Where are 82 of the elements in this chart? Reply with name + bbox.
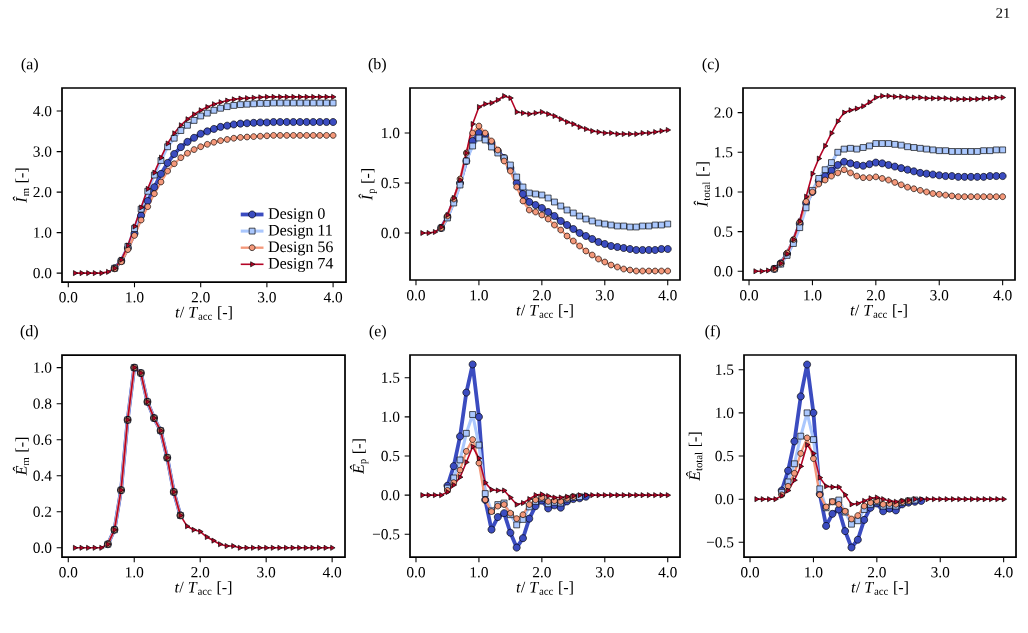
y-tick-label: 0.0	[381, 489, 400, 501]
x-tick-label: 2.0	[867, 567, 886, 578]
y-tick-label: 0.5	[381, 177, 400, 189]
x-tick-label: 3.0	[931, 567, 950, 578]
x-tick-label: 3.0	[595, 567, 614, 578]
y-tick-label: 0.0	[33, 267, 52, 279]
y-axis-title: Î$_{p}$ [-]	[358, 169, 377, 201]
x-axis-title: t/ T$_{acc}$ [-]	[175, 306, 232, 320]
y-tick-label: 0.5	[715, 450, 734, 462]
y-tick-label: 1.0	[34, 362, 52, 373]
y-tick-label: 0.2	[33, 506, 52, 517]
y-tick-label: 0.4	[33, 470, 52, 481]
y-axis-title: Ê$_{total}$ [-]	[686, 432, 703, 481]
x-tick-label: 3.0	[257, 567, 276, 578]
y-axis-title: Î$_{total}$ [-]	[693, 162, 710, 208]
y-tick-label: 1.0	[382, 411, 400, 423]
x-tick-label: 0.0	[59, 292, 78, 303]
y-tick-label: 1.0	[715, 186, 733, 198]
x-tick-label: 4.0	[658, 290, 677, 301]
x-tick-label: 2.0	[191, 292, 210, 303]
x-tick-label: 3.0	[258, 292, 276, 303]
x-tick-label: 1.0	[805, 567, 823, 578]
x-tick-label: 4.0	[994, 567, 1013, 578]
chart-title: (f)	[705, 324, 720, 340]
chart-title: (e)	[369, 325, 386, 340]
x-tick-label: 2.0	[191, 567, 210, 578]
chart-title: (a)	[21, 58, 38, 73]
x-axis-title: t/ T$_{acc}$ [-]	[516, 304, 573, 318]
y-tick-label: 1.0	[382, 127, 400, 139]
x-axis-title: t/ T$_{acc}$ [-]	[516, 581, 573, 595]
y-tick-label: −0.5	[706, 537, 734, 548]
legend-label: Design 0	[268, 208, 325, 223]
x-axis-title: t/ T$_{acc}$ [-]	[175, 581, 232, 595]
text: 21	[996, 8, 1010, 18]
x-tick-label: 0.0	[406, 290, 425, 301]
y-tick-label: 0.0	[715, 493, 734, 505]
x-tick-label: 0.0	[406, 567, 425, 578]
y-tick-label: 0.0	[381, 227, 400, 239]
y-axis-title: Î$_{m}$ [-]	[12, 168, 29, 203]
x-tick-label: 4.0	[993, 290, 1012, 301]
x-tick-label: 2.0	[532, 290, 551, 301]
y-tick-label: 0.6	[33, 434, 52, 445]
y-axis-title: Ê$_{m}$ [-]	[12, 437, 29, 476]
chart-title: (d)	[20, 325, 38, 340]
x-tick-label: 4.0	[658, 567, 677, 578]
x-tick-label: 2.0	[866, 290, 885, 301]
y-tick-label: 2.0	[33, 186, 52, 198]
x-tick-label: 1.0	[126, 292, 144, 303]
y-tick-label: 0.0	[33, 542, 52, 554]
x-tick-label: 4.0	[322, 567, 342, 578]
y-tick-label: 3.0	[33, 146, 52, 157]
y-tick-label: 1.0	[716, 407, 734, 419]
x-tick-label: 0.0	[740, 290, 759, 301]
x-tick-label: 1.0	[125, 567, 144, 578]
x-tick-label: 0.0	[741, 567, 760, 578]
y-tick-label: 1.5	[382, 372, 400, 383]
y-tick-label: 0.5	[381, 450, 400, 462]
y-tick-label: 2.0	[714, 107, 733, 118]
x-tick-label: 1.0	[470, 567, 488, 578]
y-tick-label: 0.5	[714, 226, 733, 237]
chart-title: (b)	[368, 58, 386, 73]
x-axis-title: t/ T$_{acc}$ [-]	[851, 581, 908, 595]
x-axis-title: t/ T$_{acc}$ [-]	[850, 304, 907, 318]
y-tick-label: 1.5	[715, 147, 733, 158]
x-tick-label: 1.0	[804, 290, 822, 301]
y-tick-label: 0.0	[714, 266, 733, 277]
x-tick-label: 4.0	[323, 292, 343, 303]
y-axis-title: Ê$_{p}$ [-]	[349, 439, 369, 475]
legend-label: Design 56	[268, 241, 333, 256]
x-tick-label: 1.0	[470, 290, 488, 301]
y-tick-label: 1.5	[716, 364, 734, 375]
legend-label: Design 74	[268, 257, 334, 273]
chart-title: (c)	[702, 58, 719, 73]
x-tick-label: 3.0	[930, 290, 949, 301]
y-tick-label: −0.5	[372, 529, 400, 540]
x-tick-label: 3.0	[595, 290, 614, 301]
y-tick-label: 4.0	[33, 105, 52, 117]
x-tick-label: 0.0	[59, 567, 78, 578]
y-tick-label: 0.8	[33, 398, 52, 409]
legend-label: Design 11	[268, 224, 332, 239]
y-tick-label: 1.0	[34, 227, 52, 238]
x-tick-label: 2.0	[532, 567, 551, 578]
